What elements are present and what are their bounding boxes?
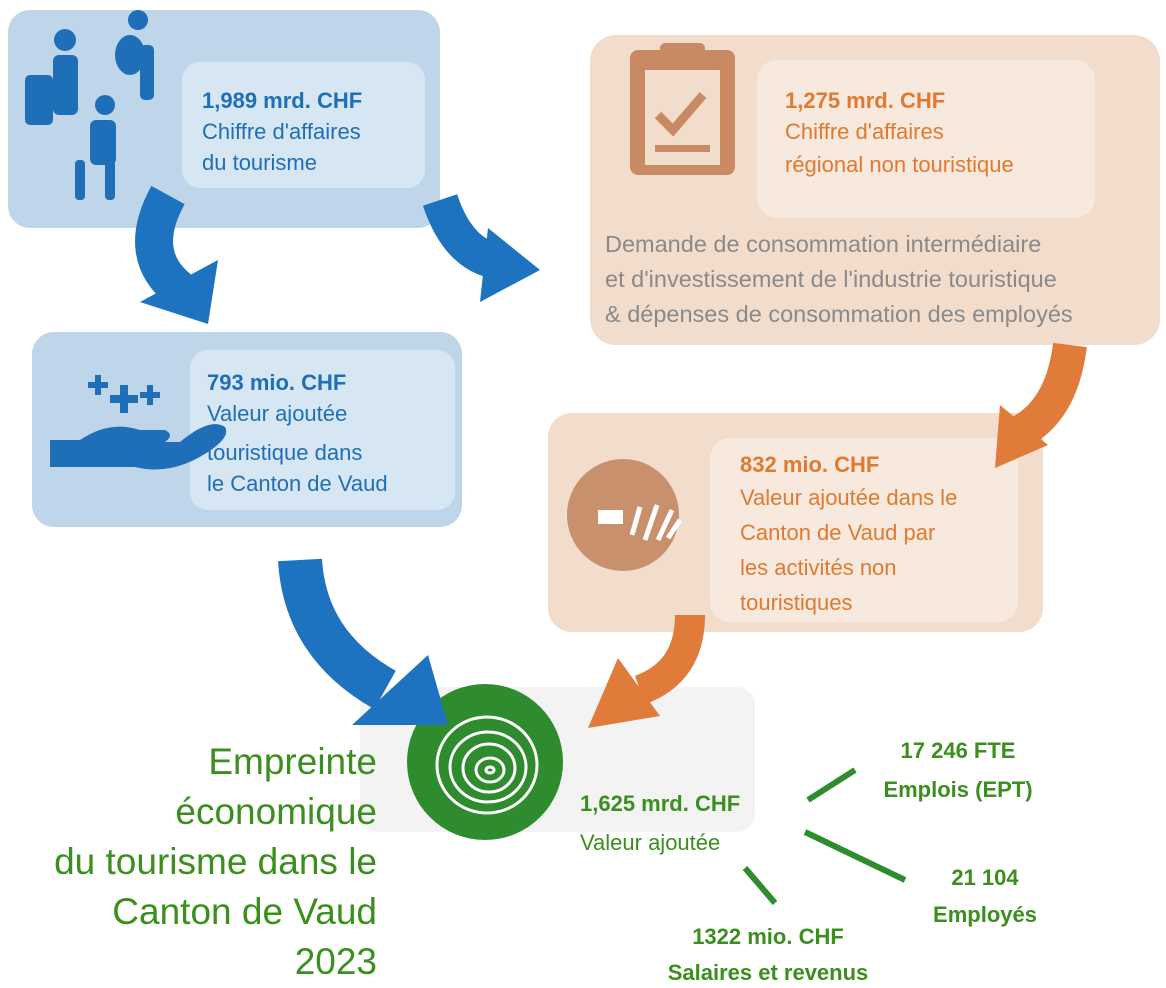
box-text: Valeur ajoutée dans le [740, 485, 957, 510]
box-text: Canton de Vaud par [740, 520, 935, 545]
item-label: Employés [933, 902, 1037, 927]
box-value: 1,989 mrd. CHF [202, 88, 362, 113]
clipboard-icon [630, 43, 735, 175]
footprint-label: Valeur ajoutée [580, 830, 720, 855]
title-line: Canton de Vaud [112, 891, 377, 932]
footprint-title: Empreinte économique du tourisme dans le… [54, 741, 377, 982]
box-text: Chiffre d'affaires [202, 119, 361, 144]
item-value: 17 246 FTE [901, 738, 1016, 763]
box-text: le Canton de Vaud [207, 471, 388, 496]
hand-icon [50, 375, 227, 470]
box-value: 832 mio. CHF [740, 452, 879, 477]
box-text: touristiques [740, 590, 853, 615]
title-line: du tourisme dans le [54, 841, 377, 882]
item-label: Salaires et revenus [668, 960, 869, 983]
title-line: 2023 [295, 941, 377, 982]
arrow [135, 185, 1087, 728]
connector [742, 767, 907, 905]
inner-box [757, 60, 1095, 218]
title-line: économique [175, 791, 377, 832]
inner-box [710, 438, 1018, 622]
box-text: du tourisme [202, 150, 317, 175]
box-text: les activités non [740, 555, 897, 580]
box-value: 793 mio. CHF [207, 370, 346, 395]
box-note: & dépenses de consommation des employés [605, 301, 1073, 327]
title-line: Empreinte [208, 741, 377, 782]
item-value: 21 104 [951, 865, 1019, 890]
travellers-icon [25, 10, 154, 200]
item-label: Emplois (EPT) [883, 777, 1032, 802]
box-note: Demande de consommation intermédiaire [605, 231, 1041, 257]
box-note: et d'investissement de l'industrie touri… [605, 266, 1057, 292]
box-text: Chiffre d'affaires [785, 119, 944, 144]
box-text: Valeur ajoutée [207, 401, 347, 426]
box-value: 1,275 mrd. CHF [785, 88, 945, 113]
box-text: touristique dans [207, 440, 362, 465]
inner-box [190, 350, 455, 510]
gesture-icon [567, 459, 683, 571]
item-value: 1322 mio. CHF [692, 924, 844, 949]
box-text: régional non touristique [785, 152, 1014, 177]
inner-box [182, 62, 425, 188]
footprint-value: 1,625 mrd. CHF [580, 791, 740, 816]
